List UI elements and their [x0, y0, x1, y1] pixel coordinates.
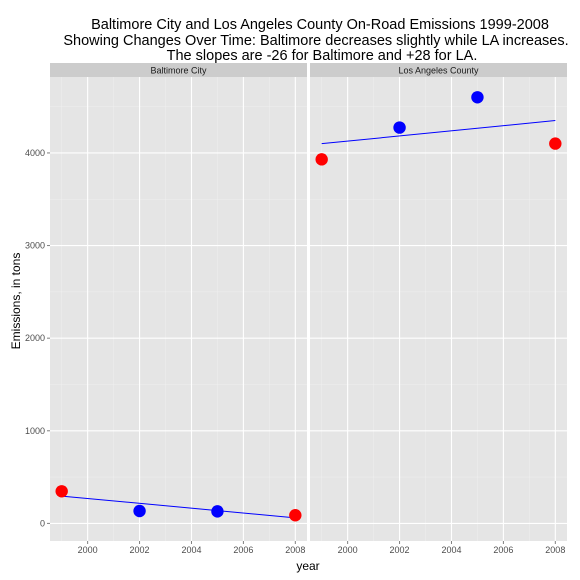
y-tick-label: 0: [40, 518, 45, 528]
fit-line-los-angeles-county: [321, 120, 556, 145]
y-tick-label: 4000: [25, 148, 45, 158]
data-point-los-angeles-county-1999: [315, 153, 328, 166]
y-tick-label: 2000: [25, 333, 45, 343]
data-point-baltimore-city-1999: [55, 485, 68, 498]
strip-baltimore-city: [50, 63, 307, 77]
chart-title-line-1: Baltimore City and Los Angeles County On…: [91, 17, 549, 33]
x-axis-title: year: [296, 559, 319, 573]
panel-baltimore-city: Baltimore City 2000 2002 2004 2006 2008: [50, 63, 307, 555]
x-tick-label: 2004: [181, 545, 201, 555]
strip-label-baltimore-city: Baltimore City: [150, 66, 207, 76]
x-tick-label: 2000: [338, 545, 358, 555]
data-point-baltimore-city-2005: [211, 505, 224, 518]
panel-los-angeles-county: Los Angeles County 2000 2002 2004 2006 2008: [310, 63, 567, 555]
panel-background-los-angeles-county: [310, 77, 567, 541]
data-point-baltimore-city-2008: [289, 509, 302, 522]
data-point-los-angeles-county-2008: [549, 137, 562, 150]
panel-background-baltimore-city: [50, 77, 307, 541]
chart-title-line-2: Showing Changes Over Time: Baltimore dec…: [63, 33, 568, 49]
fit-line-baltimore-city: [61, 495, 296, 519]
x-tick-label: 2008: [285, 545, 305, 555]
data-point-los-angeles-county-2002: [393, 121, 406, 134]
chart-title: Baltimore City and Los Angeles County On…: [63, 17, 568, 64]
data-point-los-angeles-county-2005: [471, 91, 484, 104]
chart-title-line-3: The slopes are -26 for Baltimore and +28…: [167, 48, 478, 64]
x-tick-label: 2008: [545, 545, 565, 555]
x-tick-label: 2002: [130, 545, 150, 555]
strip-label-los-angeles-county: Los Angeles County: [398, 66, 479, 76]
y-tick-label: 3000: [25, 241, 45, 251]
y-tick-label: 1000: [25, 426, 45, 436]
x-tick-label: 2006: [493, 545, 513, 555]
x-tick-label: 2000: [78, 545, 98, 555]
x-tick-label: 2002: [390, 545, 410, 555]
x-tick-label: 2004: [441, 545, 461, 555]
x-tick-label: 2006: [233, 545, 253, 555]
data-point-baltimore-city-2002: [133, 504, 146, 518]
y-axis-title: Emissions, in tons: [9, 253, 23, 350]
y-axis: 0 1000 2000 3000 4000: [25, 148, 50, 528]
strip-los-angeles-county: [310, 63, 567, 77]
